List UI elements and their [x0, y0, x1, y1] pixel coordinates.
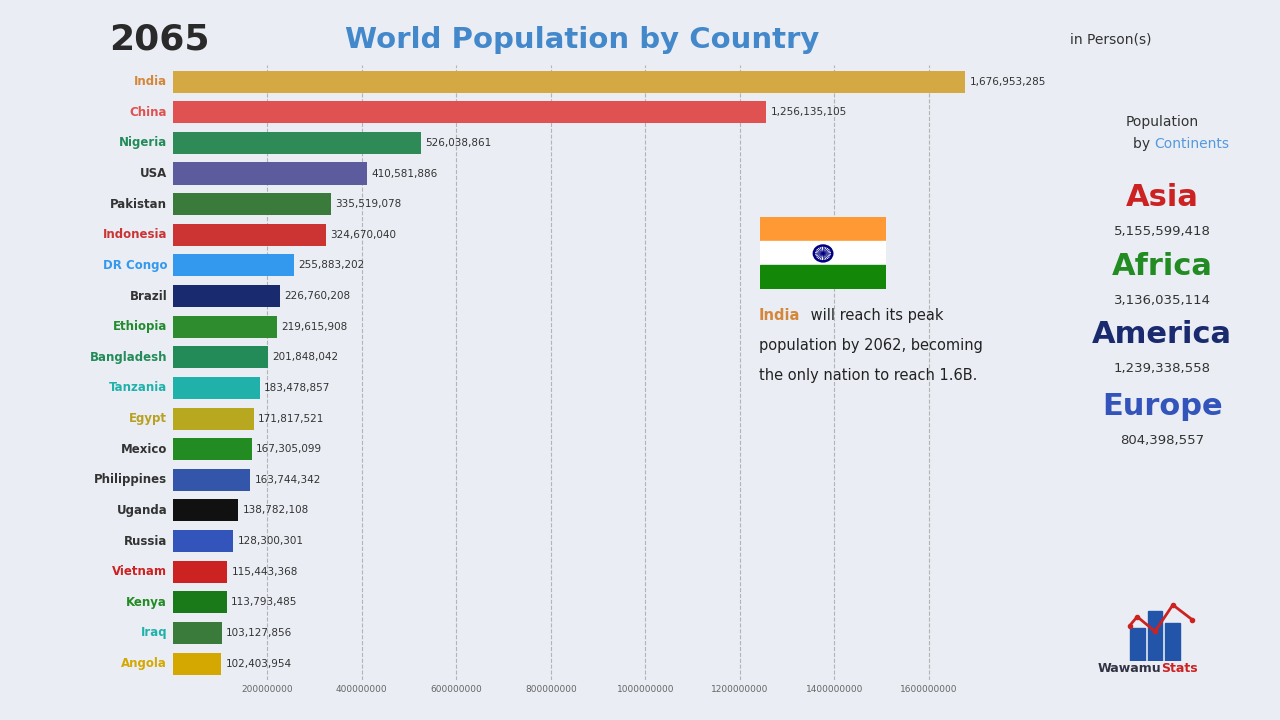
Text: Population: Population [1125, 115, 1199, 130]
Text: 1,256,135,105: 1,256,135,105 [771, 107, 847, 117]
Bar [173, 591, 227, 613]
Bar [173, 315, 276, 338]
Text: 171,817,521: 171,817,521 [259, 413, 325, 423]
Text: 1,676,953,285: 1,676,953,285 [969, 76, 1046, 86]
Text: USA: USA [140, 167, 168, 180]
Text: 113,793,485: 113,793,485 [230, 598, 297, 607]
Text: Russia: Russia [124, 534, 168, 547]
Text: Angola: Angola [122, 657, 168, 670]
Bar [760, 266, 886, 289]
Bar [173, 132, 421, 154]
Text: Ethiopia: Ethiopia [113, 320, 168, 333]
Text: Asia: Asia [1126, 184, 1198, 212]
Text: Wawamu: Wawamu [1097, 662, 1161, 675]
Bar [173, 346, 269, 369]
Text: Brazil: Brazil [129, 289, 168, 302]
Bar [173, 438, 252, 460]
Bar [173, 193, 332, 215]
Bar [760, 241, 886, 266]
Text: China: China [129, 106, 168, 119]
Text: in Person(s): in Person(s) [1070, 32, 1152, 47]
Text: Stats: Stats [1161, 662, 1198, 675]
Text: 804,398,557: 804,398,557 [1120, 434, 1204, 447]
Text: 163,744,342: 163,744,342 [255, 474, 321, 485]
Text: Nigeria: Nigeria [119, 136, 168, 149]
Text: India: India [134, 75, 168, 88]
Text: 2065: 2065 [109, 22, 210, 57]
Text: Philippines: Philippines [93, 473, 168, 486]
Text: Tanzania: Tanzania [109, 382, 168, 395]
Text: 167,305,099: 167,305,099 [256, 444, 323, 454]
Text: Indonesia: Indonesia [102, 228, 168, 241]
Text: Iraq: Iraq [141, 626, 168, 639]
Text: 324,670,040: 324,670,040 [330, 230, 397, 240]
Text: India: India [759, 308, 800, 323]
Bar [1148, 611, 1162, 661]
Bar [173, 530, 233, 552]
Bar [1165, 623, 1180, 661]
Text: Egypt: Egypt [129, 412, 168, 425]
Text: the only nation to reach 1.6B.: the only nation to reach 1.6B. [759, 369, 978, 383]
Text: America: America [1092, 320, 1233, 349]
Bar [173, 500, 238, 521]
Text: 255,883,202: 255,883,202 [298, 261, 365, 271]
Bar [173, 254, 293, 276]
Text: 5,155,599,418: 5,155,599,418 [1114, 225, 1211, 238]
Text: Bangladesh: Bangladesh [90, 351, 168, 364]
Bar [173, 408, 253, 430]
Text: Pakistan: Pakistan [110, 198, 168, 211]
Text: population by 2062, becoming: population by 2062, becoming [759, 338, 983, 353]
Text: 226,760,208: 226,760,208 [284, 291, 351, 301]
Text: Europe: Europe [1102, 392, 1222, 421]
Text: will reach its peak: will reach its peak [806, 308, 943, 323]
Text: Continents: Continents [1155, 137, 1230, 151]
Bar [173, 285, 280, 307]
Text: 138,782,108: 138,782,108 [243, 505, 308, 516]
Bar [173, 469, 250, 491]
Text: 128,300,301: 128,300,301 [238, 536, 303, 546]
Text: 103,127,856: 103,127,856 [225, 628, 292, 638]
Bar [173, 102, 767, 123]
Text: World Population by Country: World Population by Country [346, 26, 819, 53]
Text: 201,848,042: 201,848,042 [273, 352, 339, 362]
Bar [173, 622, 221, 644]
Bar [173, 71, 965, 93]
Bar [173, 163, 367, 184]
Text: 526,038,861: 526,038,861 [426, 138, 492, 148]
Text: 102,403,954: 102,403,954 [225, 659, 292, 669]
Text: 219,615,908: 219,615,908 [280, 322, 347, 332]
Bar [760, 217, 886, 241]
Text: by: by [1133, 137, 1155, 151]
Text: 183,478,857: 183,478,857 [264, 383, 330, 393]
Text: 410,581,886: 410,581,886 [371, 168, 438, 179]
Text: 3,136,035,114: 3,136,035,114 [1114, 294, 1211, 307]
Bar [1130, 629, 1144, 661]
Text: 115,443,368: 115,443,368 [232, 567, 298, 577]
Text: Mexico: Mexico [120, 443, 168, 456]
Text: 335,519,078: 335,519,078 [335, 199, 402, 209]
Text: Vietnam: Vietnam [113, 565, 168, 578]
Bar [173, 652, 221, 675]
Text: Uganda: Uganda [116, 504, 168, 517]
Bar [173, 224, 326, 246]
Text: Kenya: Kenya [127, 596, 168, 609]
Bar [173, 377, 260, 399]
Text: 1,239,338,558: 1,239,338,558 [1114, 362, 1211, 375]
Text: DR Congo: DR Congo [102, 259, 168, 272]
Bar [173, 561, 228, 582]
Text: Africa: Africa [1112, 252, 1212, 281]
